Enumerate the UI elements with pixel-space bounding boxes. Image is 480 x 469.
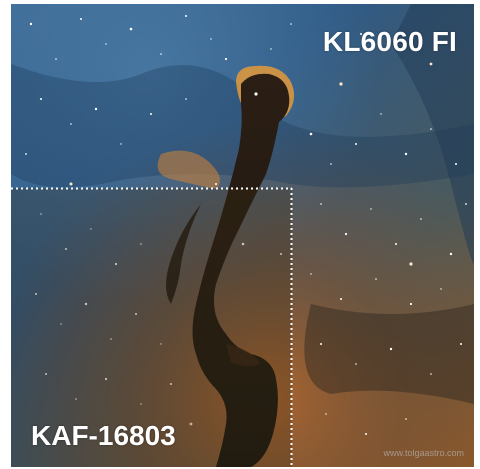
kaf-16803-field-overlay [11,188,292,467]
sensor-label-kaf-16803: KAF-16803 [31,420,176,451]
nebula-photo: KL6060 FI KAF-16803 www.tolgaastro.com [11,4,474,467]
watermark-text: www.tolgaastro.com [383,448,464,458]
sensor-label-kl6060: KL6060 FI [322,26,457,57]
